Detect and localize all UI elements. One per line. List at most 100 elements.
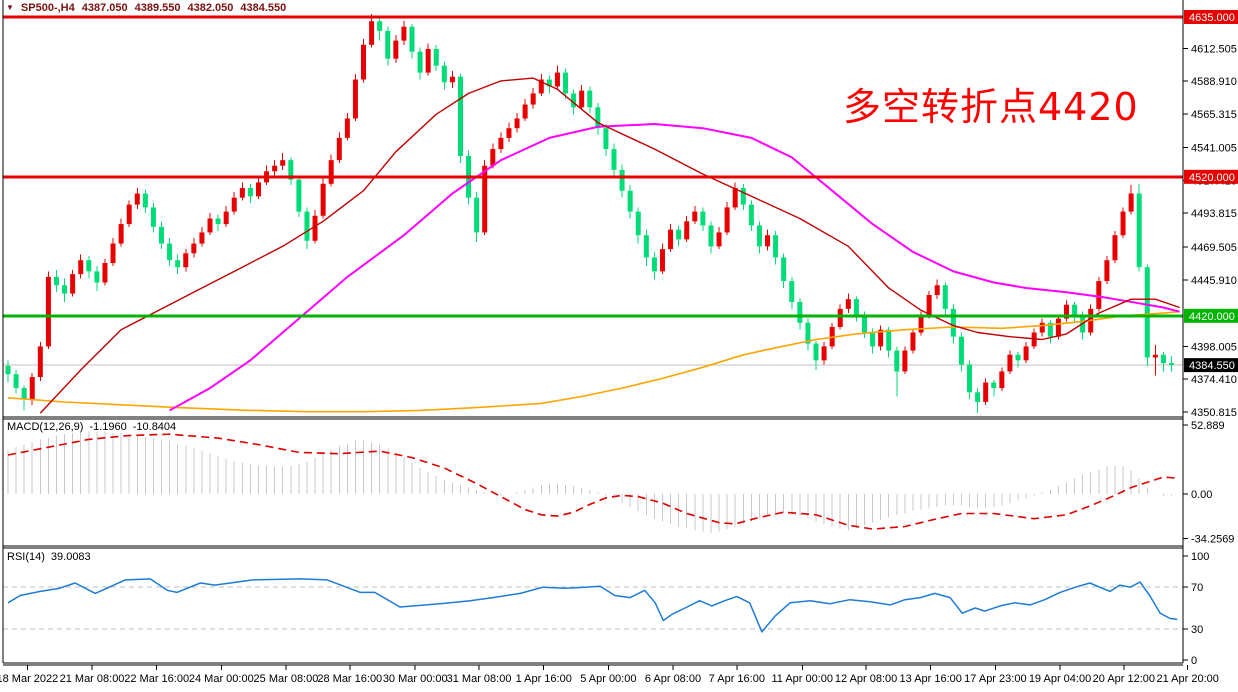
candle-body: [441, 65, 447, 83]
rsi-indicator-label: RSI(14) 39.0083: [7, 551, 91, 563]
price-tick-label: 52.889: [1191, 420, 1225, 432]
time-label: 20 Apr 12:00: [1093, 673, 1155, 685]
candle-body: [506, 128, 512, 138]
time-label: 19 Apr 04:00: [1029, 673, 1091, 685]
candle-body: [676, 229, 682, 240]
candle-body: [611, 149, 617, 170]
candle-body: [304, 211, 310, 241]
candle-body: [1144, 267, 1150, 358]
candle-body: [595, 107, 601, 129]
candle-body: [167, 243, 173, 261]
candle-body: [546, 79, 552, 87]
candle-body: [1152, 354, 1158, 358]
time-label: 7 Apr 16:00: [709, 673, 765, 685]
candle-body: [950, 308, 956, 337]
candle-body: [352, 79, 358, 119]
candle-body: [571, 93, 577, 108]
ohlc-high: 4389.550: [134, 2, 181, 14]
candle-body: [700, 211, 706, 226]
candle-body: [659, 249, 665, 272]
candle-body: [1120, 211, 1126, 236]
price-tick-label: 4350.815: [1191, 407, 1237, 419]
candle-body: [53, 276, 59, 286]
rsi-params: RSI(14): [7, 551, 45, 563]
time-label: 25 Mar 08:00: [254, 673, 319, 685]
candle-body: [554, 72, 560, 87]
candle-body: [29, 376, 35, 400]
candle-body: [1169, 363, 1175, 366]
time-label: 24 Mar 00:00: [189, 673, 254, 685]
candle-body: [716, 232, 722, 247]
rsi-value: 39.0083: [50, 551, 91, 563]
time-label: 21 Apr 20:00: [1156, 673, 1218, 685]
time-label: 31 Mar 08:00: [447, 673, 512, 685]
candle-body: [433, 48, 439, 66]
macd-main-value: -1.1960: [89, 421, 127, 433]
candle-body: [853, 299, 859, 316]
symbol-dropdown-icon[interactable]: ▼: [6, 2, 14, 12]
candle-body: [958, 336, 964, 365]
candle-body: [393, 40, 399, 59]
candle-body: [1104, 260, 1110, 282]
candle-body: [159, 226, 165, 244]
symbol-ohlc-label: ▼ SP500-,H4 4387.050 4389.550 4382.050 4…: [6, 2, 286, 14]
candle-body: [280, 160, 286, 166]
price-tick-label: 4398.005: [1191, 341, 1237, 353]
candle-body: [118, 224, 124, 244]
candle-body: [991, 382, 997, 389]
candle-body: [1015, 354, 1021, 361]
macd-signal-value: -10.8404: [132, 421, 177, 433]
candle-body: [708, 225, 714, 247]
candle-body: [514, 118, 520, 129]
candle-body: [70, 274, 76, 294]
candle-body: [1055, 318, 1061, 337]
candle-body: [498, 137, 504, 150]
ma-mid-magenta: [169, 123, 1180, 412]
price-badge-4520: [1184, 169, 1238, 184]
candle-body: [789, 281, 795, 302]
candle-body: [1047, 322, 1053, 337]
candle-body: [748, 204, 754, 226]
candle-body: [813, 343, 819, 361]
candle-body: [175, 260, 181, 268]
candle-body: [45, 276, 51, 347]
candle-body: [918, 315, 924, 333]
chart-annotation-text[interactable]: 多空转折点4420: [843, 85, 1139, 129]
candle-body: [247, 187, 253, 197]
candle-body: [417, 51, 423, 73]
candle-body: [563, 72, 569, 94]
candle-body: [724, 207, 730, 233]
time-label: 22 Mar 16:00: [124, 673, 189, 685]
candle-body: [361, 44, 367, 80]
candle-body: [1007, 354, 1013, 372]
candle-body: [336, 137, 342, 161]
price-badge-4635-label: 4635.000: [1189, 12, 1235, 24]
time-label: 13 Apr 16:00: [900, 673, 962, 685]
candle-body: [78, 260, 84, 275]
candle-body: [837, 308, 843, 327]
candle-body: [13, 374, 19, 389]
candle-body: [967, 364, 973, 393]
price-badge-4520-label: 4520.000: [1189, 172, 1235, 184]
candle-body: [457, 76, 463, 156]
time-label: 11 Apr 00:00: [771, 673, 833, 685]
candle-body: [926, 294, 932, 316]
candle-body: [530, 93, 536, 105]
candle-body: [619, 169, 625, 191]
candle-body: [150, 207, 156, 227]
candle-body: [643, 235, 649, 258]
candle-body: [805, 322, 811, 344]
candle-body: [781, 257, 787, 282]
candle-body: [934, 285, 940, 295]
current-price-badge: [1184, 358, 1238, 373]
time-label: 30 Mar 00:00: [383, 673, 448, 685]
candle-body: [1072, 304, 1078, 316]
price-tick-label: 4469.505: [1191, 242, 1237, 254]
candle-body: [296, 179, 302, 212]
time-label: 18 Mar 2022: [0, 673, 58, 685]
time-label: 1 Apr 16:00: [516, 673, 572, 685]
candle-body: [37, 346, 43, 377]
candle-body: [320, 183, 326, 216]
